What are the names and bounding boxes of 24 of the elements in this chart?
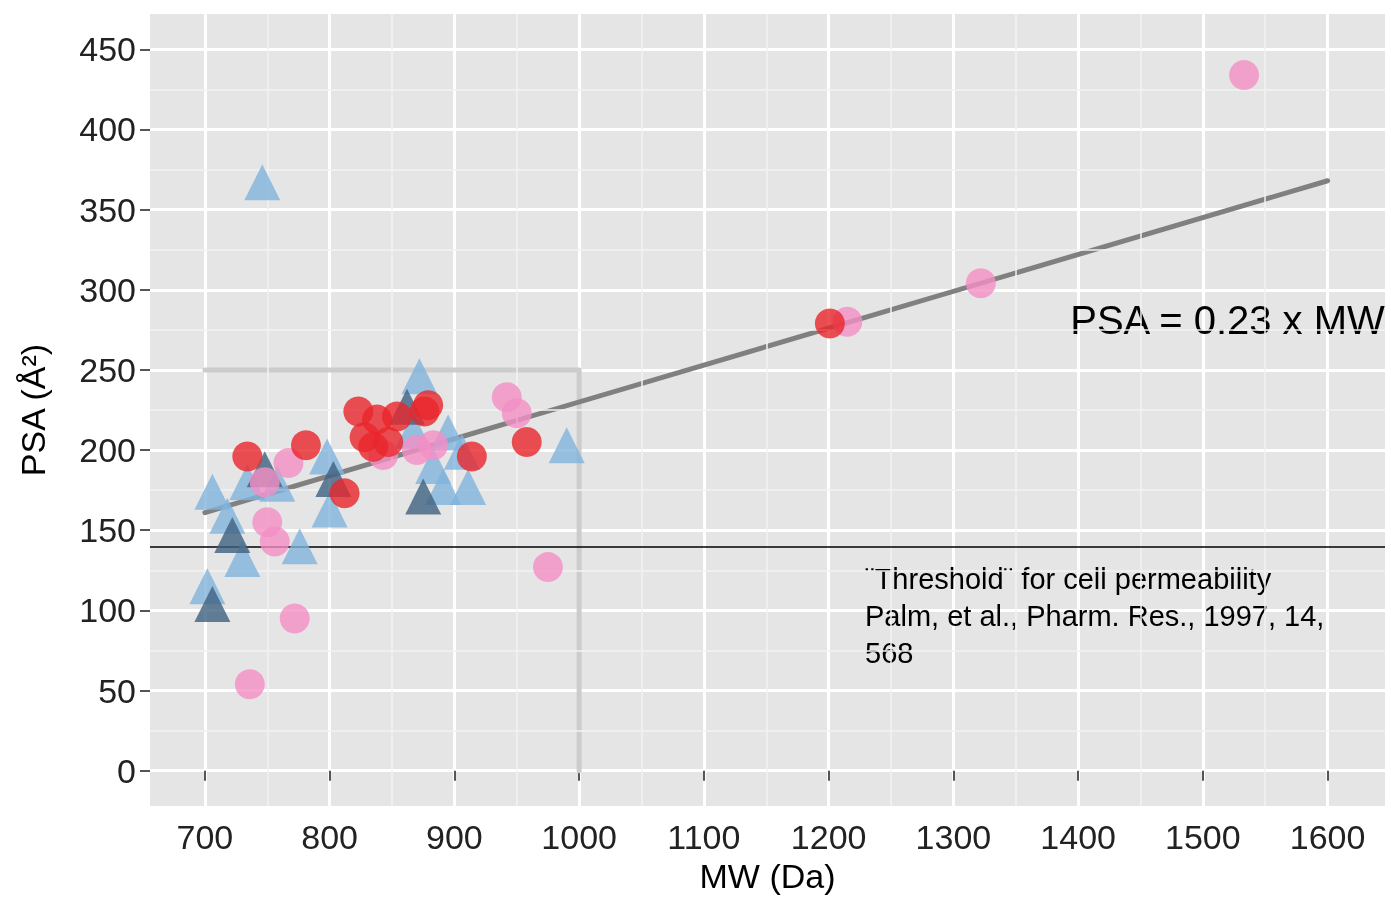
x-axis-title: MW (Da) [699,856,836,895]
y-tick-label: 350 [79,190,136,229]
y-tick-label: 200 [79,431,136,470]
annotation: PSA = 0.23 x MW [1070,298,1386,342]
x-tick-label: 700 [176,818,234,856]
x-tick-label: 900 [426,818,483,856]
y-tick-label: 250 [79,350,136,389]
y-tick-label: 450 [79,30,136,69]
y-tick-label: 150 [79,511,136,550]
x-tick-label: 1300 [915,818,992,856]
x-tick-label: 1200 [790,818,867,856]
x-tick-label: 1400 [1040,818,1116,856]
x-tick-label: 800 [301,818,358,856]
x-tick-label: 1100 [667,818,741,856]
x-tick-label: 1000 [541,818,617,856]
x-tick-label: 1500 [1165,818,1241,856]
y-tick-label: 400 [79,110,136,149]
y-axis-title: PSA (Å²) [14,343,52,477]
ref-line-label: ¨Threshold¨ for cell permeability Palm, et al., Pharm. Res., 1997, 14, 568 [865,562,1333,669]
y-tick-label: 0 [117,751,136,790]
x-tick-label: 1600 [1289,818,1366,856]
y-tick-label: 50 [98,671,136,710]
y-tick-label: 300 [79,270,136,309]
y-tick-label: 100 [79,591,136,630]
